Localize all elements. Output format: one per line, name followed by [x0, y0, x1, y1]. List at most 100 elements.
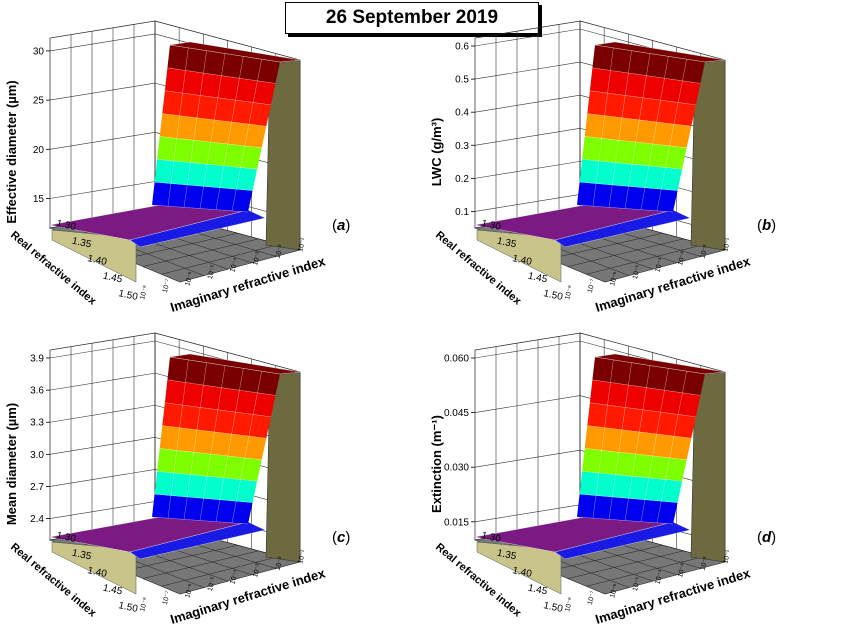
surface-band: [589, 67, 701, 105]
panel-b: 0.10.20.30.40.50.61.301.351.401.451.50 10…: [429, 20, 776, 315]
z-gridline: [49, 372, 156, 391]
surface-top: [594, 41, 726, 63]
z-gridline: [474, 340, 581, 359]
imag-tick-label: 10⁻³: [252, 250, 263, 266]
surface-foot: [129, 209, 266, 248]
imag-tick-label: 10⁻³: [677, 250, 688, 266]
imag-tick-label: 10⁻⁸: [564, 597, 575, 613]
surface-mesh-v: [215, 368, 244, 522]
z-gridline: [49, 501, 156, 519]
surface-band: [167, 45, 280, 84]
z-axis-title: Extinction (m⁻¹): [429, 415, 444, 513]
surface-mesh-v: [608, 362, 632, 520]
page-title: 26 September 2019: [285, 2, 539, 34]
surface-band: [167, 357, 280, 396]
z-tick-label: 2.7: [30, 482, 44, 493]
real-tick-label: 1.40: [86, 253, 108, 268]
real-tick-label: 1.30: [480, 218, 502, 233]
surface-mesh-v: [592, 47, 614, 207]
surface-band: [577, 182, 678, 212]
real-tick-label: 1.35: [71, 548, 93, 563]
surface-mesh-v: [656, 59, 687, 211]
floor-gridline: [124, 545, 238, 572]
imag-tick-label: 10⁻⁴: [229, 257, 240, 273]
floor-gridline: [142, 550, 259, 579]
surface-band: [587, 90, 696, 127]
imag-tick-label: 10⁻¹: [297, 237, 308, 253]
real-tick-label: 1.50: [542, 288, 564, 303]
z-gridline: [49, 82, 156, 101]
surface-mesh-v: [640, 368, 669, 522]
imag-tick-label: 10⁻⁸: [139, 285, 150, 301]
surface-mesh-v: [656, 371, 687, 523]
z-gridline: [49, 404, 156, 423]
real-tick-label: 1.35: [496, 236, 518, 251]
real-tick-label: 1.40: [511, 253, 533, 268]
real-tick-label: 1.50: [117, 600, 139, 615]
imag-tick-label: 10⁻³: [252, 562, 263, 578]
imag-tick-label: 10⁻⁵: [207, 576, 218, 592]
imag-tick-label: 10⁻⁷: [162, 278, 173, 294]
surface-mesh-v: [199, 53, 226, 209]
surface-mesh-v: [231, 59, 262, 211]
surface-band: [579, 159, 683, 191]
surface-band: [152, 494, 253, 524]
real-tick-label: 1.30: [55, 218, 77, 233]
surface-mesh-v: [183, 362, 207, 520]
z-tick-label: 0.6: [455, 42, 469, 53]
imag-tick-label: 10⁻⁷: [587, 590, 598, 606]
real-tick-label: 1.30: [55, 530, 77, 545]
surface-band: [577, 494, 678, 524]
z-gridline: [49, 340, 156, 359]
panel-label: (c): [332, 529, 350, 546]
surface-mesh-v: [608, 50, 632, 208]
back-wall-outline: [49, 20, 156, 229]
z-gridline: [49, 181, 156, 199]
imag-tick-label: 10⁻⁴: [654, 257, 665, 273]
z-tick-label: 0.015: [444, 517, 469, 528]
z-tick-label: 15: [33, 194, 45, 205]
surface-mesh-v: [183, 50, 207, 208]
imag-tick-label: 10⁻⁵: [632, 264, 643, 280]
surface-band: [162, 90, 271, 127]
surface-band: [154, 471, 258, 503]
z-gridline: [49, 437, 156, 455]
imag-tick-label: 10⁻⁵: [207, 264, 218, 280]
imag-tick-label: 10⁻⁶: [184, 271, 195, 287]
floor-gridline: [567, 238, 684, 267]
panel-label: (b): [757, 217, 776, 234]
z-axis-title: LWC (g/m³): [429, 118, 444, 187]
surface-side-wall: [690, 59, 726, 251]
surface-side-wall: [690, 371, 726, 563]
floor-gridline: [549, 233, 663, 260]
surface-side-wall: [265, 371, 301, 563]
z-gridline: [474, 395, 581, 413]
z-tick-label: 0.4: [455, 108, 469, 119]
z-gridline: [474, 449, 581, 468]
surface-mesh-v: [199, 365, 226, 521]
z-tick-label: 3.3: [30, 418, 44, 429]
imag-tick-label: 10⁻¹: [722, 549, 733, 565]
z-gridline: [474, 194, 581, 212]
imag-tick-label: 10⁻⁶: [609, 583, 620, 599]
surface-foot: [554, 209, 691, 248]
surface-band: [164, 67, 276, 105]
z-tick-label: 25: [33, 96, 45, 107]
z-tick-label: 3.0: [30, 450, 44, 461]
surface-band: [157, 448, 262, 482]
surface-mesh-v: [231, 371, 262, 523]
z-tick-label: 0.3: [455, 141, 469, 152]
surface-band: [582, 448, 687, 482]
real-tick-label: 1.35: [71, 236, 93, 251]
surface-band: [587, 402, 696, 439]
floor-gridline: [161, 556, 280, 587]
surface-mesh-v: [624, 365, 651, 521]
surface-band: [592, 45, 705, 84]
surface-mesh-v: [592, 359, 614, 519]
z-gridline: [474, 127, 581, 146]
floor-gridline: [142, 238, 259, 267]
surface-foot: [554, 521, 691, 560]
floor-gridline: [549, 545, 663, 572]
back-wall-outline: [49, 332, 156, 541]
